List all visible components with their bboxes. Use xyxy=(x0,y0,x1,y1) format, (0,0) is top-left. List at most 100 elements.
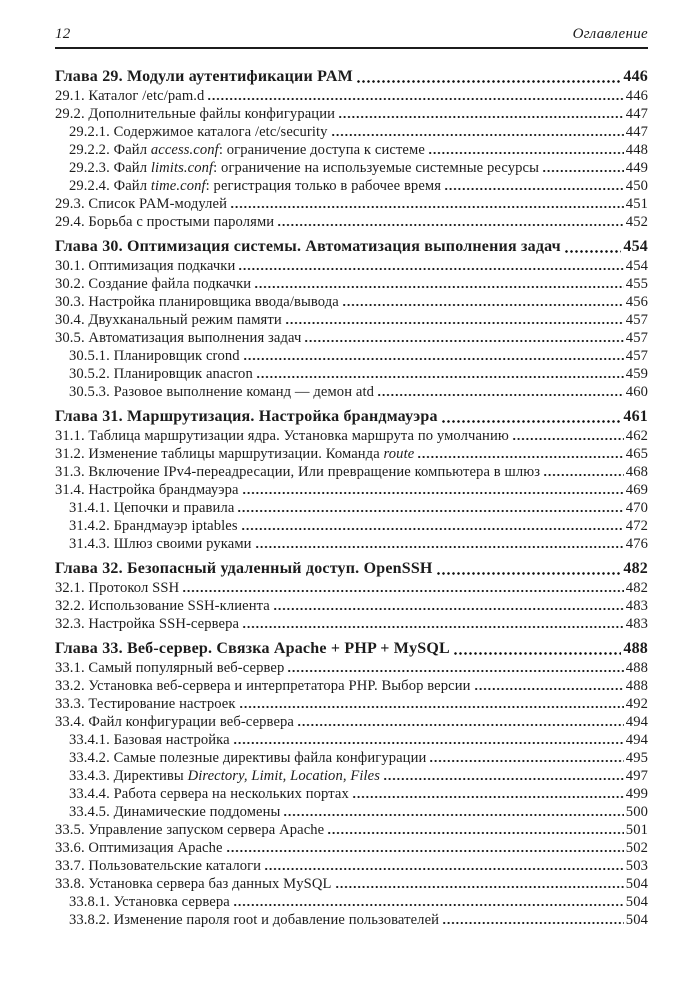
toc-entry-row: 29.2. Дополнительные файлы конфигурации … xyxy=(55,105,648,123)
toc-entry-page: 495 xyxy=(625,750,648,766)
toc-title-part: 29.3. Список PAM-модулей xyxy=(55,196,228,212)
toc-entry-title: Глава 29. Модули аутентификации PAM xyxy=(55,67,353,87)
toc-entry-page: 499 xyxy=(625,786,648,802)
toc-entry-title: 30.2. Создание файла подкачки xyxy=(55,275,251,293)
dotted-leader xyxy=(232,893,624,911)
toc-entry-row: 29.4. Борьба с простыми паролями 452 xyxy=(55,213,648,231)
toc-title-part: 30.5. Автоматизация выполнения задач xyxy=(55,330,302,346)
dotted-leader xyxy=(264,857,624,875)
toc-entry-title: 33.4.2. Самые полезные директивы файла к… xyxy=(69,749,426,767)
toc-entry-page: 503 xyxy=(625,858,648,874)
toc-entry-row: 30.3. Настройка планировщика ввода/вывод… xyxy=(55,293,648,311)
toc-entry-title: 33.6. Оптимизация Apache xyxy=(55,839,223,857)
toc-title-part: 32.3. Настройка SSH-сервера xyxy=(55,616,240,632)
table-of-contents: Глава 29. Модули аутентификации PAM 446 … xyxy=(55,49,648,929)
toc-entry-title: 30.3. Настройка планировщика ввода/вывод… xyxy=(55,293,339,311)
toc-entry-title: Глава 32. Безопасный удаленный доступ. O… xyxy=(55,559,433,579)
toc-title-part: 33.7. Пользовательские каталоги xyxy=(55,858,262,874)
toc-chapter-row: Глава 30. Оптимизация системы. Автоматиз… xyxy=(55,237,648,257)
toc-entry-row: 30.5.3. Разовое выполнение команд — демо… xyxy=(55,383,648,401)
toc-entry-page: 483 xyxy=(625,616,648,632)
dotted-leader xyxy=(283,803,624,821)
dotted-leader xyxy=(444,177,624,195)
toc-entry-row: 30.5. Автоматизация выполнения задач 457 xyxy=(55,329,648,347)
dotted-leader xyxy=(563,237,622,257)
toc-entry-title: 31.2. Изменение таблицы маршрутизации. К… xyxy=(55,445,414,463)
toc-entry-title: 33.4.5. Динамические поддомены xyxy=(69,803,280,821)
toc-entry-row: 33.8. Установка сервера баз данных MySQL… xyxy=(55,875,648,893)
toc-entry-page: 457 xyxy=(625,330,648,346)
toc-title-part: 29.4. Борьба с простыми паролями xyxy=(55,214,275,230)
dotted-leader xyxy=(334,875,624,893)
toc-entry-row: 32.3. Настройка SSH-сервера 483 xyxy=(55,615,648,633)
toc-entry-row: 31.4.2. Брандмауэр iptables 472 xyxy=(55,517,648,535)
toc-entry-row: 31.3. Включение IPv4-переадресации, Или … xyxy=(55,463,648,481)
header-title: Оглавление xyxy=(572,26,648,42)
toc-entry-row: 29.2.4. Файл time.conf: регистрация толь… xyxy=(55,177,648,195)
toc-title-italic-part: route xyxy=(383,446,415,462)
toc-title-part: 33.8. Установка сервера баз данных MySQL xyxy=(55,876,332,892)
toc-entry-page: 501 xyxy=(625,822,648,838)
toc-entry-page: 488 xyxy=(623,640,648,657)
toc-title-part: 33.1. Самый популярный веб-сервер xyxy=(55,660,285,676)
toc-entry-title: 31.3. Включение IPv4-переадресации, Или … xyxy=(55,463,540,481)
toc-title-part: 33.8.1. Установка сервера xyxy=(69,894,230,910)
toc-entry-page: 483 xyxy=(625,598,648,614)
toc-entry-row: 33.2. Установка веб-сервера и интерпрета… xyxy=(55,677,648,695)
toc-title-part: 32.2. Использование SSH-клиента xyxy=(55,598,270,614)
toc-entry-row: 31.4.1. Цепочки и правила 470 xyxy=(55,499,648,517)
header-rule xyxy=(55,47,648,49)
toc-entry-page: 455 xyxy=(625,276,648,292)
dotted-leader xyxy=(417,445,624,463)
toc-title-part: 31.2. Изменение таблицы маршрутизации. К… xyxy=(55,446,384,462)
toc-entry-row: 31.1. Таблица маршрутизации ядра. Устано… xyxy=(55,427,648,445)
toc-entry-row: 29.1. Каталог /etc/pam.d 446 xyxy=(55,87,648,105)
toc-title-part: 31.3. Включение IPv4-переадресации, Или … xyxy=(55,464,541,480)
dotted-leader xyxy=(238,257,624,275)
toc-entry-page: 482 xyxy=(625,580,648,596)
toc-title-part: 33.4.5. Динамические поддомены xyxy=(69,804,281,820)
dotted-leader xyxy=(511,427,624,445)
dotted-leader xyxy=(442,911,624,929)
toc-entry-row: 33.4.4. Работа сервера на нескольких пор… xyxy=(55,785,648,803)
toc-title-part: 30.1. Оптимизация подкачки xyxy=(55,258,236,274)
toc-title-part: 33.2. Установка веб-сервера и интерпрета… xyxy=(55,678,471,694)
dotted-leader xyxy=(241,481,624,499)
toc-entry-title: 31.4.2. Брандмауэр iptables xyxy=(69,517,238,535)
toc-entry-title: 33.4.4. Работа сервера на нескольких пор… xyxy=(69,785,349,803)
dotted-leader xyxy=(232,731,624,749)
dotted-leader xyxy=(473,677,624,695)
toc-entry-page: 446 xyxy=(625,88,648,104)
toc-title-italic-part: access.conf xyxy=(150,142,219,158)
toc-entry-title: 33.5. Управление запуском сервера Apache xyxy=(55,821,324,839)
toc-title-part: 31.4.1. Цепочки и правила xyxy=(69,500,235,516)
toc-entry-title: 29.2.2. Файл access.conf: ограничение до… xyxy=(69,141,425,159)
toc-entry-title: 29.2.4. Файл time.conf: регистрация толь… xyxy=(69,177,441,195)
toc-entry-title: 32.3. Настройка SSH-сервера xyxy=(55,615,239,633)
toc-entry-page: 448 xyxy=(625,142,648,158)
dotted-leader xyxy=(237,499,624,517)
toc-title-part: 33.4.2. Самые полезные директивы файла к… xyxy=(69,750,427,766)
toc-entry-title: Глава 30. Оптимизация системы. Автоматиз… xyxy=(55,237,561,257)
toc-title-part: 29.2.1. Содержимое каталога /etc/securit… xyxy=(69,124,328,140)
toc-title-part: 30.2. Создание файла подкачки xyxy=(55,276,252,292)
toc-entry-page: 456 xyxy=(625,294,648,310)
toc-title-part: 33.4.1. Базовая настройка xyxy=(69,732,230,748)
dotted-leader xyxy=(435,559,622,579)
dotted-leader xyxy=(238,695,624,713)
toc-entry-row: 33.4.5. Динамические поддомены 500 xyxy=(55,803,648,821)
toc-entry-page: 482 xyxy=(623,560,648,577)
toc-entry-page: 494 xyxy=(625,732,648,748)
toc-title-part: 30.3. Настройка планировщика ввода/вывод… xyxy=(55,294,339,310)
toc-title-part: 30.5.2. Планировщик anacron xyxy=(69,366,253,382)
toc-entry-page: 497 xyxy=(625,768,648,784)
toc-entry-page: 500 xyxy=(625,804,648,820)
toc-chapter-row: Глава 29. Модули аутентификации PAM 446 xyxy=(55,67,648,87)
dotted-leader xyxy=(255,365,624,383)
toc-entry-page: 454 xyxy=(625,258,648,274)
toc-entry-row: 33.5. Управление запуском сервера Apache… xyxy=(55,821,648,839)
toc-entry-page: 451 xyxy=(625,196,648,212)
toc-title-part: 30.4. Двухканальный режим памяти xyxy=(55,312,282,328)
toc-title-part: 29.2. Дополнительные файлы конфигурации xyxy=(55,106,336,122)
dotted-leader xyxy=(277,213,624,231)
